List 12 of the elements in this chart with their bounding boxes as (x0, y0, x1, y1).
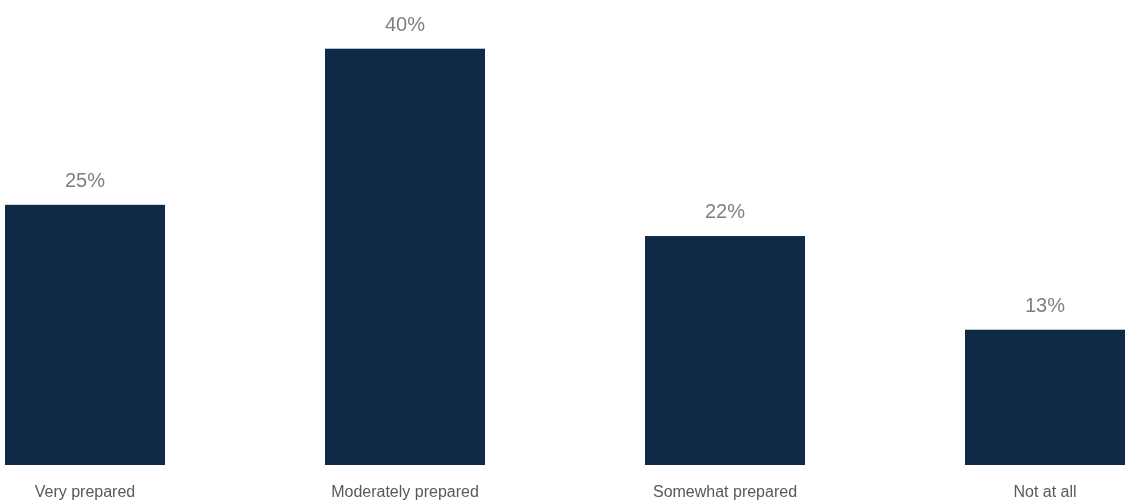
x-tick-label: Moderately prepared (331, 483, 479, 500)
x-tick-label: Very prepared (34, 483, 136, 500)
bar (325, 48, 485, 465)
data-label: 25% (64, 168, 106, 191)
data-label: 13% (1024, 293, 1066, 316)
bar (5, 204, 165, 465)
x-tick-label: Not at all (1013, 483, 1077, 500)
data-label: 22% (704, 200, 746, 223)
x-tick-label: Somewhat prepared (652, 483, 798, 500)
bar (965, 329, 1125, 465)
bar (645, 236, 805, 465)
data-label: 40% (384, 12, 426, 35)
